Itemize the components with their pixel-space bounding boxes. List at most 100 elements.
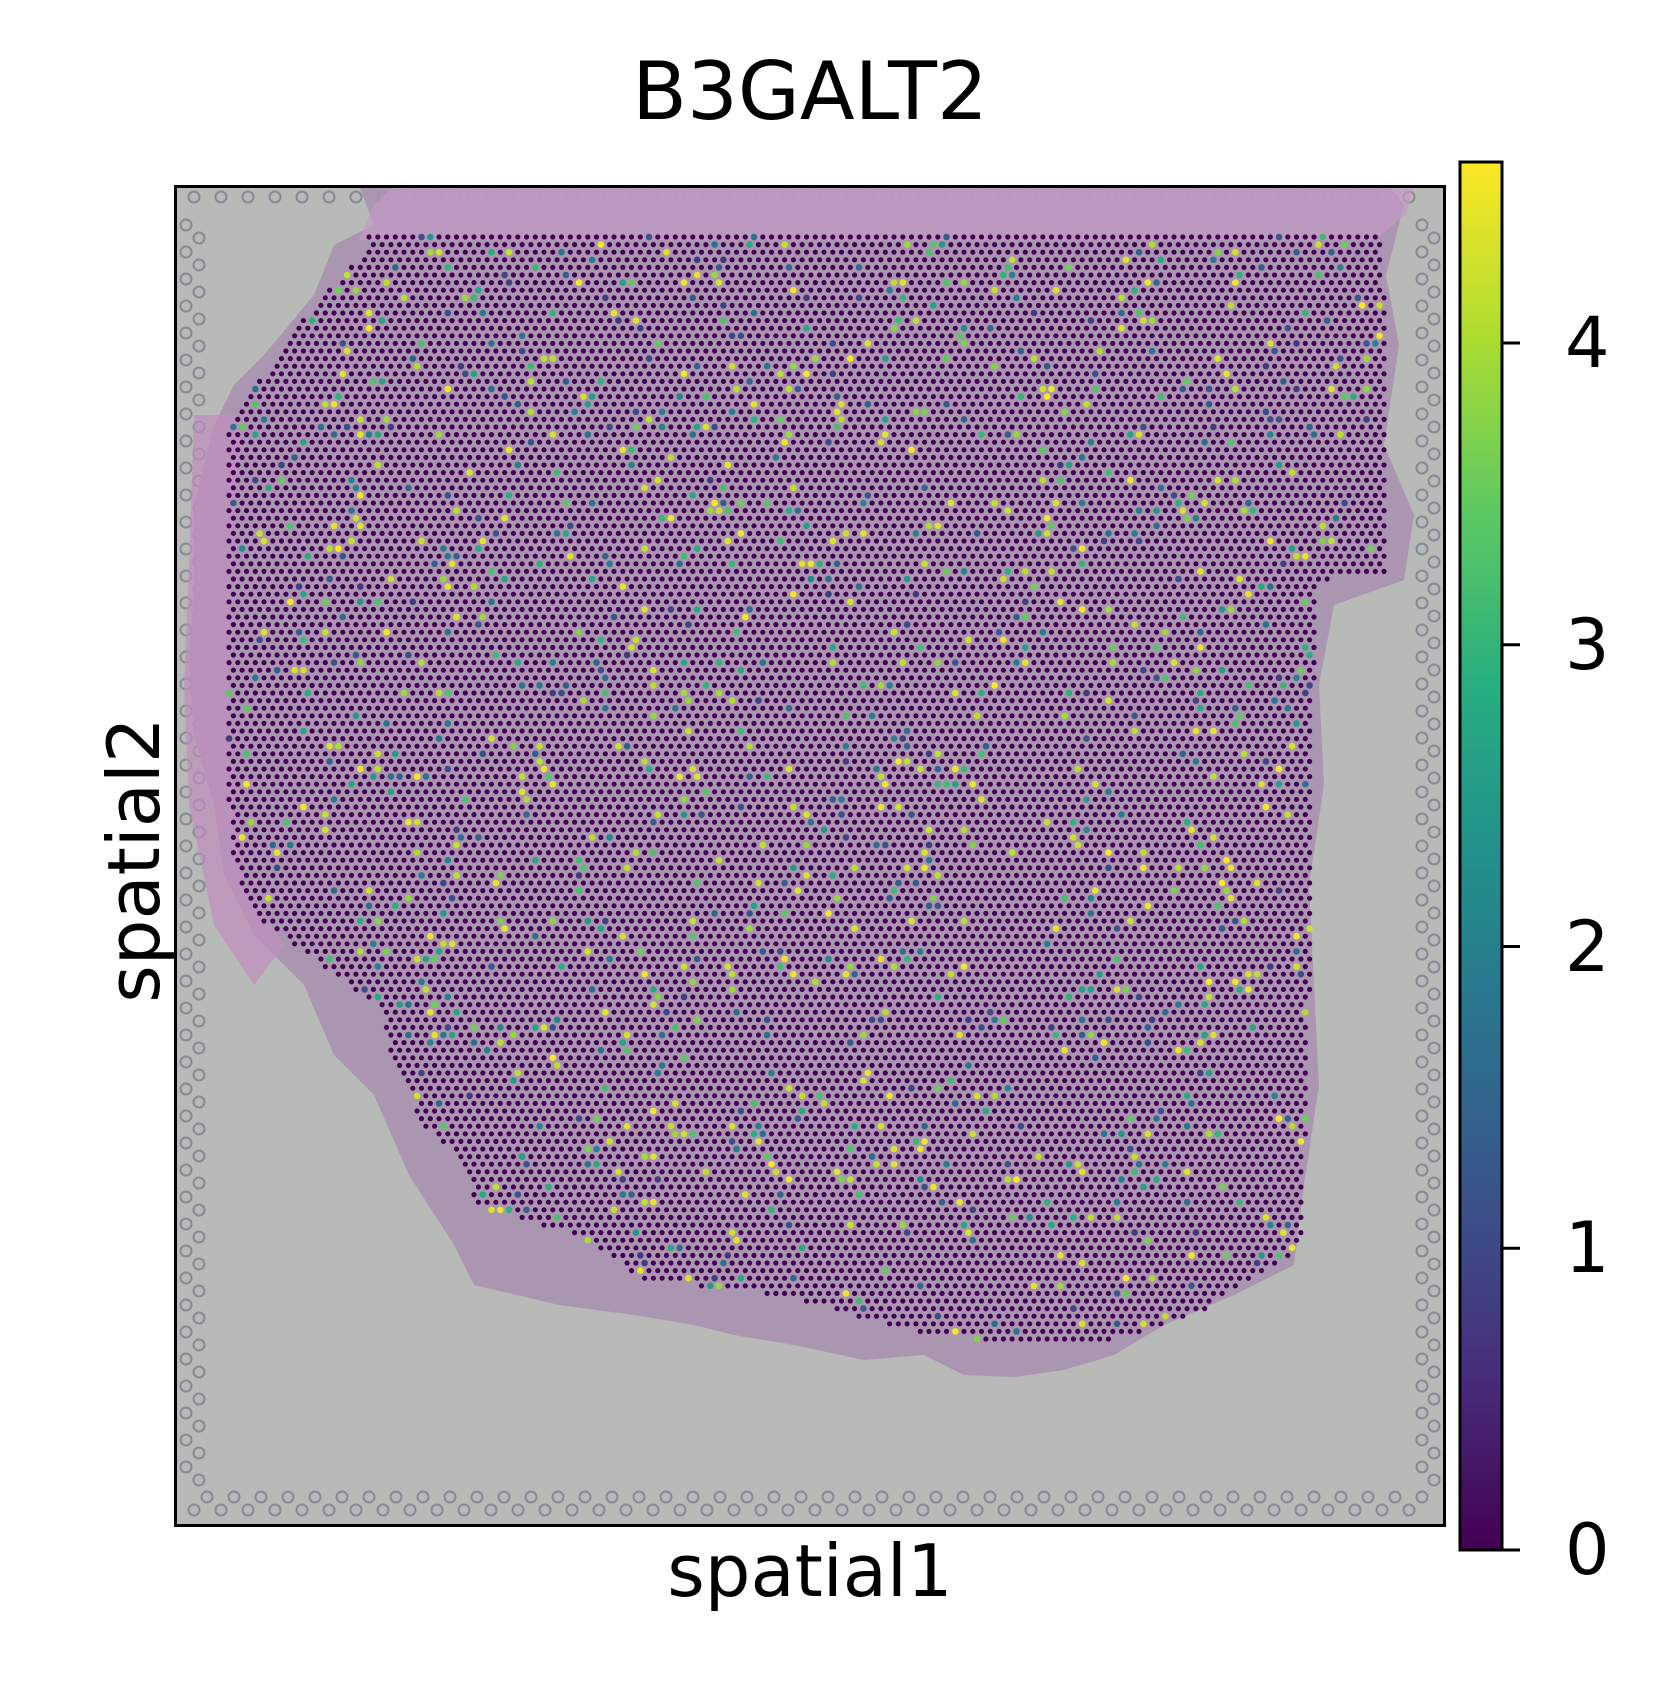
expression-spot [707, 447, 713, 453]
expression-spot [484, 454, 490, 460]
fiducial-spot [192, 1473, 206, 1487]
expression-spot [322, 371, 328, 377]
expression-spot [392, 325, 398, 331]
expression-spot [943, 325, 950, 331]
expression-spot [996, 447, 1002, 453]
expression-spot [659, 287, 665, 293]
expression-spot [637, 477, 643, 483]
expression-spot [348, 447, 355, 453]
expression-spot [418, 371, 425, 377]
expression-spot [309, 454, 315, 460]
expression-spot [550, 371, 556, 377]
fiducial-spot [484, 1503, 498, 1517]
expression-spot [733, 295, 740, 301]
expression-spot [1219, 394, 1225, 400]
expression-spot [405, 378, 411, 384]
expression-spot [996, 249, 1002, 255]
expression-spot [515, 416, 521, 422]
expression-spot [449, 470, 455, 476]
expression-spot [1241, 325, 1247, 331]
expression-spot [572, 378, 578, 384]
expression-spot [1062, 333, 1068, 339]
expression-spot [956, 332, 963, 340]
expression-spot [1008, 256, 1016, 264]
expression-spot [1132, 333, 1138, 339]
expression-spot [580, 439, 586, 445]
expression-spot [300, 470, 306, 476]
expression-spot [694, 242, 700, 248]
fiducial-spot [848, 1490, 862, 1504]
expression-spot [1342, 485, 1348, 491]
expression-spot [453, 280, 460, 286]
expression-spot [834, 333, 840, 339]
expression-spot [939, 394, 945, 400]
fiducial-spot [1415, 272, 1429, 286]
expression-spot [235, 508, 241, 514]
expression-spot [313, 401, 320, 407]
expression-spot [628, 340, 635, 346]
expression-spot [646, 340, 652, 346]
expression-spot [957, 409, 963, 415]
expression-spot [1346, 340, 1352, 346]
expression-spot [410, 295, 416, 301]
expression-spot [716, 492, 722, 498]
fiducial-spot [1226, 1490, 1240, 1504]
expression-spot [567, 477, 573, 483]
expression-spot [1293, 280, 1300, 286]
expression-spot [952, 280, 958, 286]
expression-spot [1285, 234, 1291, 240]
expression-spot [821, 249, 827, 255]
expression-spot [768, 310, 775, 316]
expression-spot [598, 394, 604, 400]
expression-spot [1123, 242, 1129, 248]
expression-spot [908, 249, 915, 255]
expression-spot [1153, 492, 1160, 498]
expression-spot [642, 302, 648, 308]
expression-spot [1145, 447, 1151, 453]
expression-spot [392, 416, 398, 422]
expression-spot [838, 386, 845, 392]
expression-spot [1223, 386, 1230, 392]
expression-spot [1241, 234, 1247, 240]
expression-spot [375, 401, 381, 407]
expression-spot [1320, 386, 1326, 392]
expression-spot [383, 249, 390, 255]
fiducial-spot [646, 1503, 660, 1517]
fiducial-spot [1415, 515, 1429, 529]
expression-spot [668, 272, 674, 278]
expression-spot [887, 242, 893, 248]
expression-spot [397, 439, 403, 445]
expression-spot [1210, 302, 1216, 308]
expression-spot [440, 287, 446, 293]
expression-spot [458, 500, 464, 506]
expression-spot [856, 386, 862, 392]
expression-spot [992, 485, 998, 491]
expression-spot [847, 249, 853, 255]
expression-spot [768, 447, 775, 453]
expression-spot [1324, 424, 1330, 430]
expression-spot [327, 470, 333, 476]
expression-spot [1368, 348, 1374, 354]
expression-spot [672, 310, 678, 316]
fiducial-spot [1427, 447, 1441, 461]
expression-spot [1097, 470, 1103, 476]
expression-spot [1324, 242, 1330, 248]
expression-spot [515, 447, 521, 453]
expression-spot [1337, 492, 1343, 498]
expression-spot [830, 264, 836, 270]
expression-spot [755, 424, 762, 430]
fiducial-spot [551, 1490, 565, 1504]
expression-spot [768, 477, 775, 483]
fiducial-spot [1415, 677, 1429, 691]
expression-spot [423, 287, 429, 293]
expression-spot [1092, 340, 1098, 346]
expression-spot [550, 280, 556, 286]
expression-spot [913, 272, 919, 278]
expression-spot [497, 508, 503, 514]
expression-spot [357, 447, 363, 453]
expression-spot [449, 454, 455, 460]
expression-spot [768, 508, 775, 514]
expression-spot [624, 470, 630, 476]
expression-spot [1180, 492, 1186, 498]
expression-spot [1031, 340, 1037, 346]
